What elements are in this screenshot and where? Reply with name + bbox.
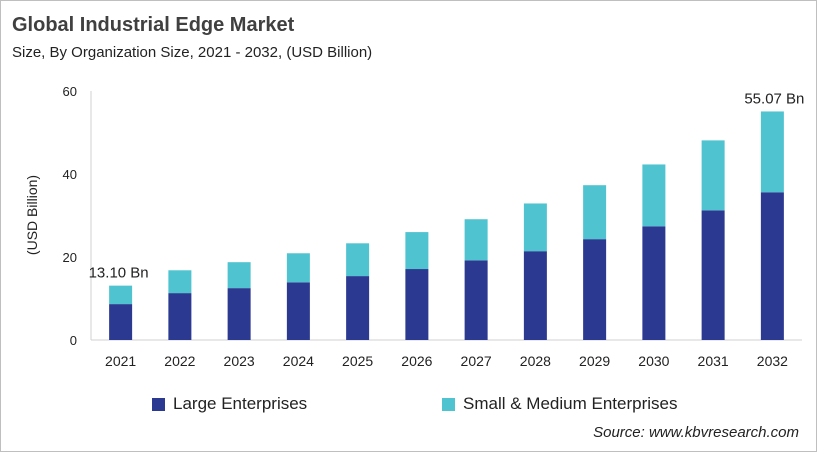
bar-sme-2022 [168, 270, 192, 294]
x-tick-label: 2032 [757, 353, 788, 369]
legend-item-sme: Small & Medium Enterprises [442, 394, 677, 414]
bar-sme-2024 [286, 253, 310, 283]
bar-sme-2028 [523, 203, 547, 252]
x-tick-label: 2022 [164, 353, 195, 369]
bar-large-2023 [227, 288, 251, 340]
bar-large-2027 [464, 260, 488, 340]
bar-large-2021 [109, 304, 133, 340]
x-tick-label: 2025 [342, 353, 373, 369]
y-tick-label: 60 [63, 84, 77, 99]
bar-sme-2030 [642, 164, 666, 227]
bar-sme-2031 [701, 140, 725, 211]
bar-sme-2025 [346, 243, 370, 277]
x-tick-label: 2029 [579, 353, 610, 369]
bar-sme-2032 [760, 111, 784, 193]
x-tick-label: 2028 [520, 353, 551, 369]
data-label-2032: 55.07 Bn [744, 90, 804, 107]
bar-sme-2027 [464, 219, 488, 261]
x-tick-label: 2024 [283, 353, 314, 369]
x-tick-label: 2030 [638, 353, 669, 369]
x-tick-label: 2021 [105, 353, 136, 369]
x-tick-label: 2023 [224, 353, 255, 369]
bar-sme-2026 [405, 232, 429, 270]
chart-title: Global Industrial Edge Market [12, 14, 295, 36]
y-tick-label: 40 [63, 167, 77, 182]
bar-large-2028 [523, 251, 547, 340]
legend-swatch [442, 397, 455, 411]
chart-subtitle: Size, By Organization Size, 2021 - 2032,… [12, 44, 373, 61]
legend-label: Large Enterprises [173, 394, 308, 413]
bar-large-2022 [168, 293, 192, 340]
bar-large-2024 [286, 282, 310, 340]
x-tick-label: 2027 [461, 353, 492, 369]
bar-large-2029 [583, 239, 607, 340]
legend-label: Small & Medium Enterprises [463, 394, 678, 413]
bar-large-2032 [760, 192, 784, 340]
x-tick-label: 2031 [698, 353, 729, 369]
legend-item-large: Large Enterprises [152, 394, 307, 414]
x-tick-label: 2026 [401, 353, 432, 369]
bar-sme-2021 [109, 285, 133, 305]
legend-swatch [152, 397, 165, 411]
source-note: Source: www.kbvresearch.com [593, 424, 799, 441]
bar-sme-2029 [583, 185, 607, 240]
bar-sme-2023 [227, 262, 251, 289]
data-label-2021: 13.10 Bn [89, 265, 149, 282]
y-axis-label: (USD Billion) [24, 175, 40, 255]
y-tick-label: 0 [70, 333, 77, 348]
bar-large-2026 [405, 269, 429, 340]
bar-large-2025 [346, 276, 370, 340]
bar-large-2031 [701, 210, 725, 340]
bar-large-2030 [642, 226, 666, 340]
y-tick-label: 20 [63, 250, 77, 265]
